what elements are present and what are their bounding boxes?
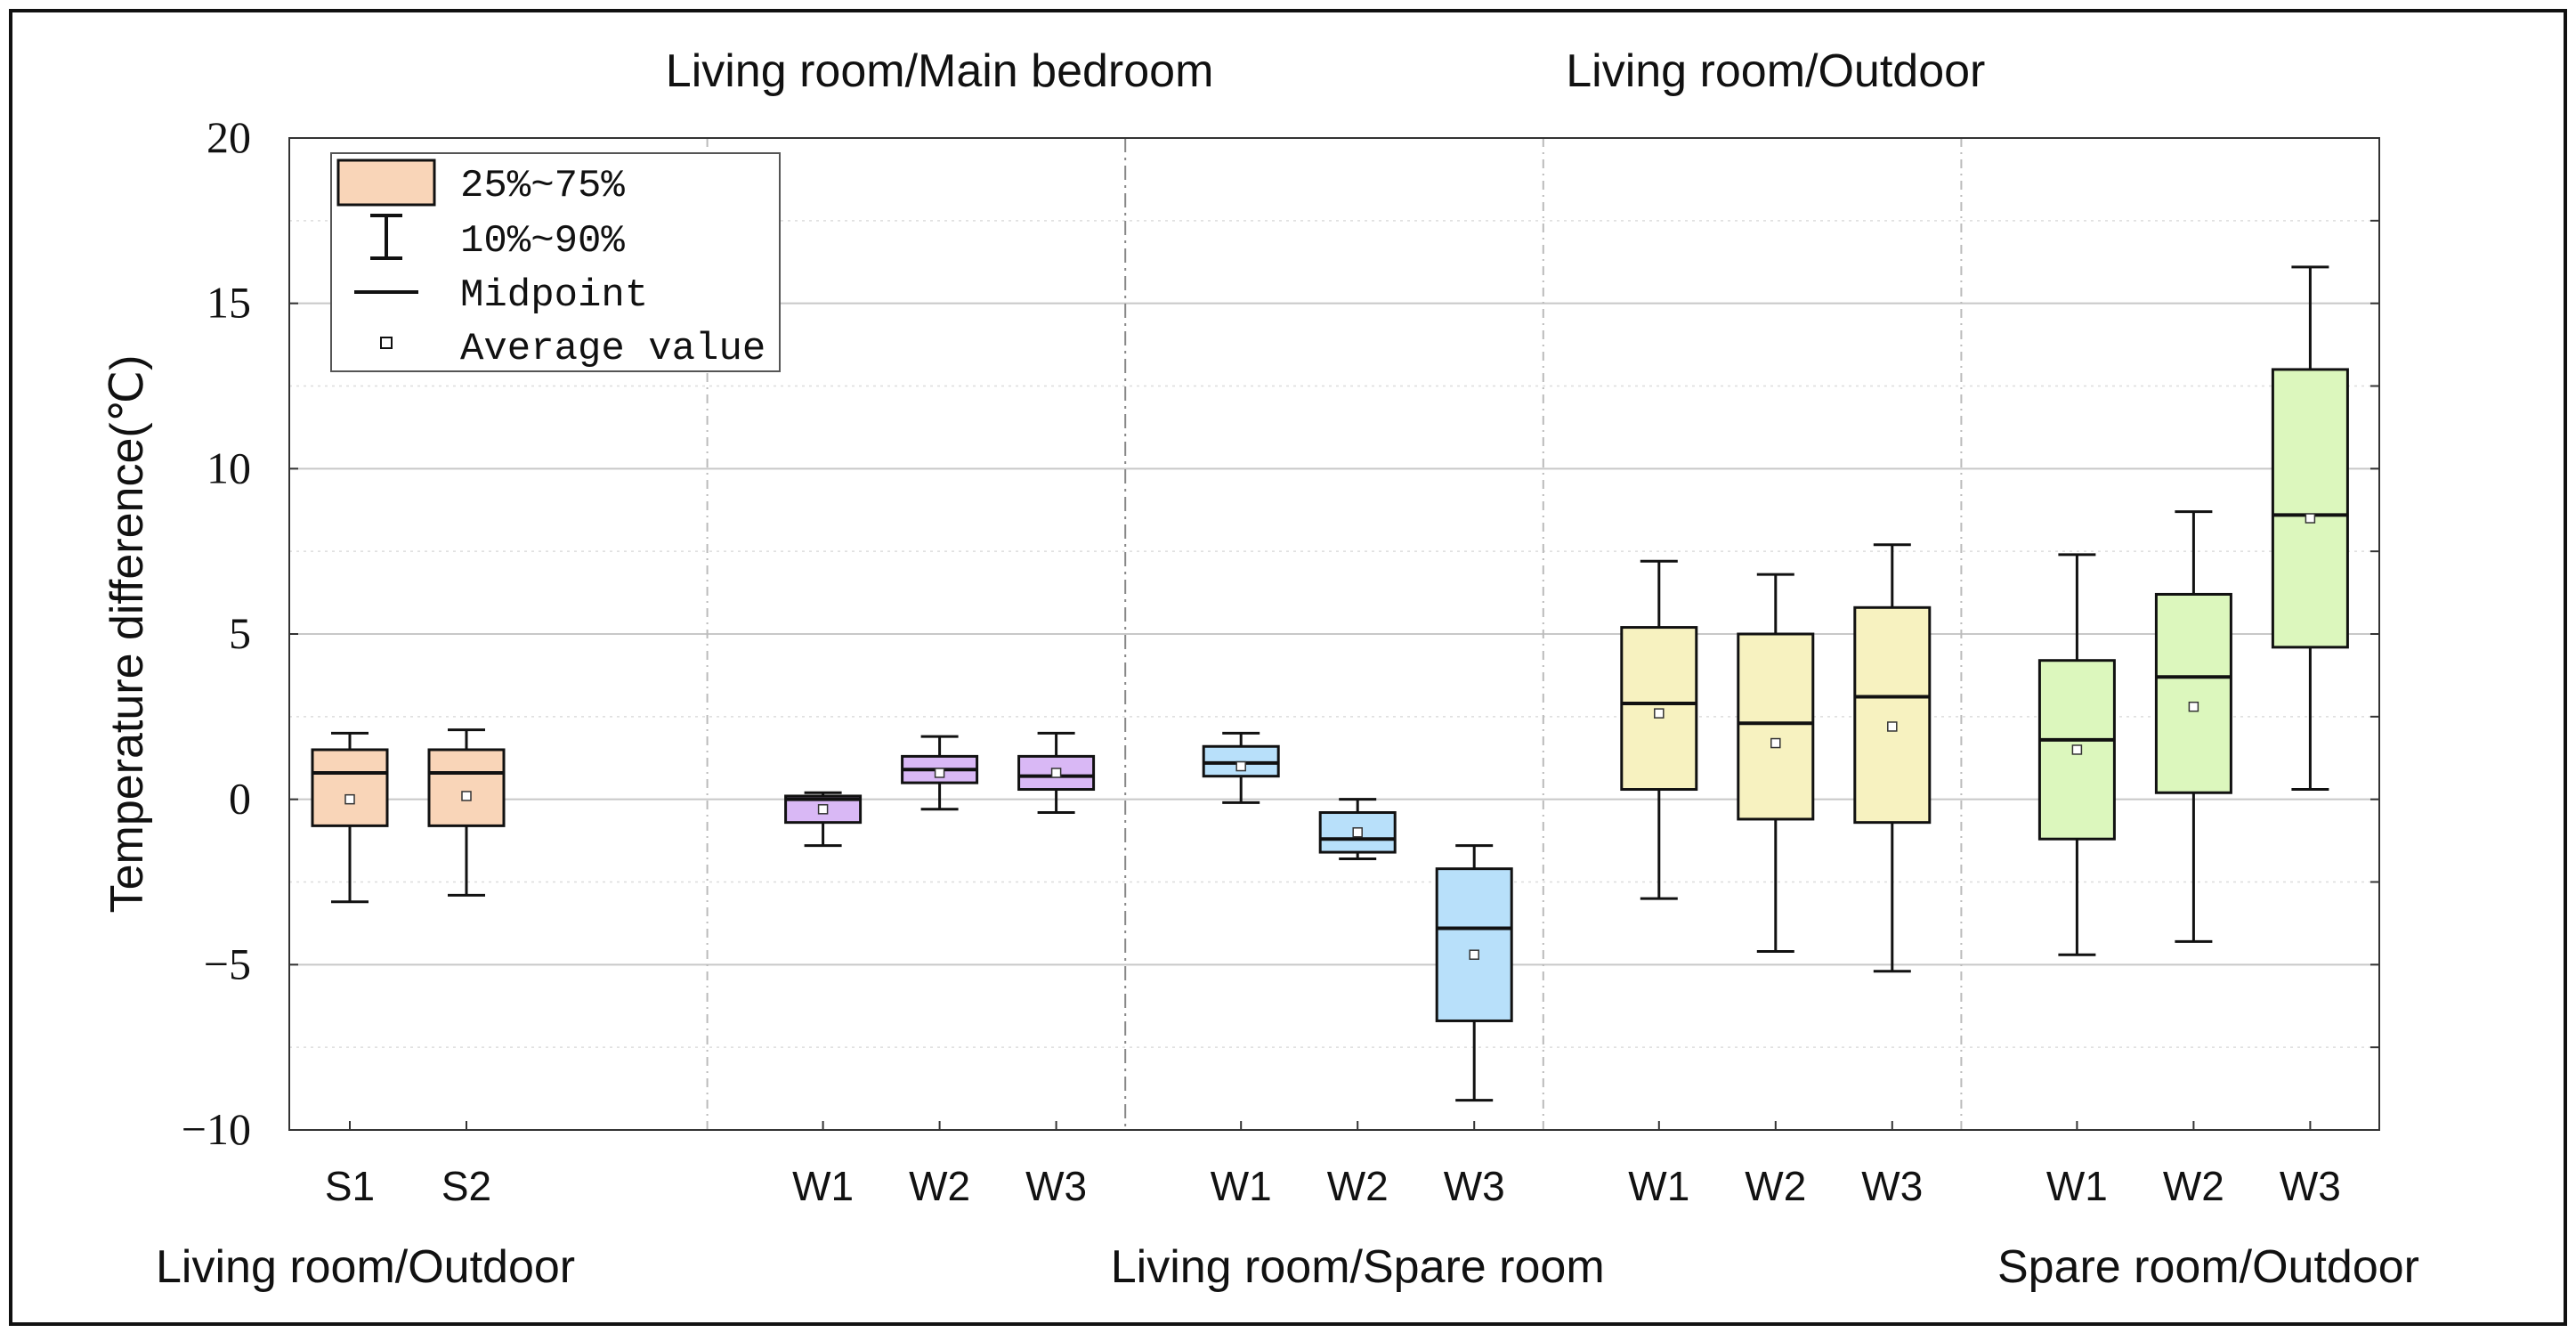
x-tick-label: W1: [1211, 1163, 1272, 1209]
mean-marker: [817, 804, 829, 815]
legend-label-box: 25%~75%: [460, 164, 625, 208]
x-tick-label: W3: [2280, 1163, 2341, 1209]
x-tick-label: W1: [792, 1163, 854, 1209]
box-5-w3: [2271, 265, 2349, 792]
legend-whisker-icon: [370, 214, 402, 260]
iqr-box: [2154, 592, 2232, 794]
iqr-box: [1435, 867, 1513, 1022]
group-labels: Living room/Outdoor Living room/Main bedr…: [156, 45, 2419, 1293]
x-tick-label: W1: [2046, 1163, 2108, 1209]
group-label: Living room/Main bedroom: [666, 45, 1214, 97]
box-2-w2: [901, 735, 979, 811]
x-tick-label: W1: [1628, 1163, 1689, 1209]
box-2-w3: [1017, 731, 1096, 815]
iqr-box: [2271, 368, 2349, 649]
legend-box-swatch: [336, 158, 436, 207]
mean-marker: [344, 793, 355, 805]
iqr-box: [427, 748, 506, 827]
y-axis-label: Temperature difference(℃): [101, 355, 153, 914]
mean-marker: [1235, 760, 1246, 772]
box-4-w1: [1620, 559, 1698, 900]
x-tick-label: S1: [325, 1163, 375, 1209]
box-3-w1: [1202, 731, 1280, 804]
group-label: Living room/Spare room: [1111, 1241, 1605, 1293]
legend-label-mean: Average value: [460, 327, 766, 371]
x-tick-label: W2: [909, 1163, 970, 1209]
group-label: Spare room/Outdoor: [1997, 1241, 2419, 1293]
x-tick-label: S2: [441, 1163, 491, 1209]
iqr-box: [1017, 754, 1096, 792]
x-tick-label: W2: [1745, 1163, 1806, 1209]
iqr-box: [1853, 605, 1932, 825]
mean-marker: [2305, 513, 2316, 524]
mean-marker: [934, 768, 945, 778]
box-2-w1: [784, 791, 863, 848]
x-tick-label: W3: [1025, 1163, 1087, 1209]
mean-marker: [1654, 708, 1665, 719]
x-tick-label: W3: [1861, 1163, 1923, 1209]
legend: 25%~75% 10%~90% Midpoint Average value: [330, 152, 781, 372]
legend-label-whisker: 10%~90%: [460, 219, 625, 264]
y-tick-label: −10: [182, 1104, 251, 1154]
box-1-s2: [427, 728, 506, 897]
mean-marker: [1050, 768, 1062, 778]
iqr-box: [1737, 632, 1815, 821]
x-tick-label: W2: [1327, 1163, 1389, 1209]
mean-marker: [461, 791, 472, 801]
x-axis-labels: S1 S2 W1 W2 W3 W1 W2 W3 W1 W2 W3 W1 W2 W3: [325, 1121, 2341, 1209]
mean-marker: [1887, 721, 1898, 732]
mean-marker: [2188, 701, 2199, 712]
x-tick-label: W2: [2163, 1163, 2224, 1209]
y-tick-label: 20: [207, 112, 251, 162]
iqr-box: [311, 748, 389, 827]
x-tick-label: W3: [1444, 1163, 1505, 1209]
y-tick-label: 10: [207, 443, 251, 492]
y-tick-label: 0: [229, 774, 251, 824]
box-3-w3: [1435, 844, 1513, 1102]
group-label: Living room/Outdoor: [156, 1241, 575, 1293]
legend-label-median: Midpoint: [460, 273, 648, 318]
box-5-w1: [2037, 553, 2116, 956]
box-4-w3: [1853, 543, 1932, 973]
legend-mean-icon: [380, 337, 393, 349]
y-tick-label: 5: [229, 608, 251, 658]
box-5-w2: [2154, 510, 2232, 943]
mean-marker: [2071, 744, 2083, 755]
mean-marker: [1469, 949, 1479, 960]
y-axis-ticks: 20 15 10 5 0 −5 −10: [182, 112, 2379, 1154]
group-label: Living room/Outdoor: [1566, 45, 1985, 97]
box-series: [311, 265, 2349, 1102]
mean-marker: [1770, 737, 1781, 749]
y-tick-label: −5: [204, 939, 251, 988]
box-3-w2: [1318, 798, 1397, 861]
box-4-w2: [1737, 573, 1815, 953]
mean-marker: [1352, 827, 1363, 838]
y-tick-label: 15: [207, 278, 251, 328]
box-1-s1: [311, 731, 389, 904]
